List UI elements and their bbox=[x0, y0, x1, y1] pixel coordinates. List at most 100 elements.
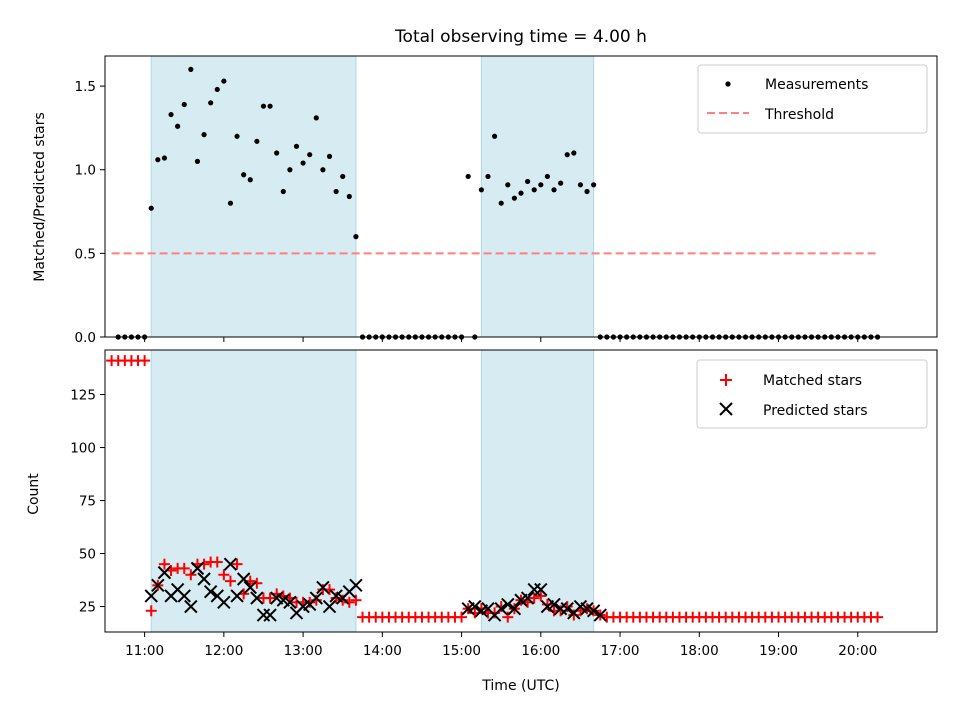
bottom-y-axis-label: Count bbox=[26, 473, 42, 515]
highlight-interval-2 bbox=[480, 349, 595, 633]
legend-measurements-label: Measurements bbox=[765, 77, 868, 93]
measurement-point bbox=[161, 155, 168, 161]
predicted-star-point bbox=[217, 595, 231, 610]
predicted-star-point bbox=[263, 608, 277, 622]
x-tick-label: 20:00 bbox=[838, 643, 877, 659]
measurement-point bbox=[241, 172, 247, 178]
matched-star-point bbox=[330, 592, 342, 604]
matched-star-point bbox=[185, 569, 197, 581]
chart-title: Total observing time = 4.00 h bbox=[394, 27, 647, 47]
y-tick-label: 50 bbox=[79, 547, 96, 563]
predicted-star-point-b bbox=[243, 580, 257, 595]
matched-star-point bbox=[350, 594, 362, 606]
top-legend-box bbox=[697, 64, 928, 134]
predicted-star-point-b bbox=[501, 597, 515, 612]
predicted-star-point bbox=[283, 595, 297, 610]
measurement-point bbox=[227, 200, 234, 206]
predicted-star-point bbox=[309, 591, 324, 605]
measurement-point bbox=[478, 187, 484, 193]
count-panel: 25 50 75 100 125 11:00 12:00 13:00 14:00 15:00 16… bbox=[26, 349, 938, 694]
measurement-point bbox=[491, 133, 498, 139]
measurement-point bbox=[505, 182, 511, 188]
matched-star-point bbox=[211, 556, 223, 568]
measurement-point bbox=[511, 195, 517, 201]
measurement-point bbox=[326, 153, 333, 159]
measurement-point bbox=[175, 123, 181, 129]
y-tick-label: 75 bbox=[79, 494, 96, 510]
predicted-star-point bbox=[236, 572, 251, 586]
bottom-legend: Matched stars Predicted stars bbox=[696, 359, 928, 429]
predicted-star-point-b bbox=[190, 561, 205, 576]
predicted-star-point-b bbox=[316, 580, 330, 595]
predicted-star-points bbox=[144, 557, 607, 622]
predicted-star-point bbox=[243, 580, 257, 595]
legend-predicted-marker-b bbox=[719, 402, 733, 416]
predicted-star-point-b bbox=[217, 595, 231, 610]
measurement-point bbox=[247, 177, 253, 183]
predicted-star-point bbox=[520, 591, 535, 605]
bottom-axes-frame bbox=[104, 349, 938, 633]
predicted-star-point bbox=[151, 578, 165, 593]
measurement-point bbox=[525, 178, 531, 185]
predicted-star-point-b bbox=[349, 578, 363, 593]
measurement-point bbox=[148, 205, 154, 211]
measurement-point bbox=[201, 132, 207, 138]
top-y-ticks: 0.0 0.5 1.0 1.5 bbox=[75, 79, 105, 346]
matched-star-point bbox=[178, 562, 190, 574]
top-axes-frame bbox=[104, 55, 938, 338]
measurement-point bbox=[340, 173, 346, 180]
matched-star-point bbox=[145, 605, 157, 617]
top-legend: Measurements Threshold bbox=[697, 64, 928, 134]
measurement-point bbox=[333, 188, 339, 195]
y-tick-label: 100 bbox=[70, 441, 96, 457]
measurement-point bbox=[188, 66, 194, 72]
highlight-interval-2 bbox=[480, 55, 595, 338]
measurement-point bbox=[353, 234, 359, 240]
predicted-star-point bbox=[507, 601, 522, 616]
bottom-x-ticks: 11:00 12:00 13:00 14:00 15:00 16:00 17:00 18:00… bbox=[125, 632, 877, 659]
predicted-star-point-b bbox=[481, 601, 495, 616]
measurement-point bbox=[577, 182, 584, 188]
ratio-panel: 0.0 0.5 1.0 1.5 Matched/Predicted stars Mea… bbox=[32, 55, 938, 346]
matched-star-point bbox=[872, 611, 884, 623]
measurement-point bbox=[267, 103, 273, 109]
predicted-star-point bbox=[593, 608, 607, 622]
x-tick-label: 16:00 bbox=[521, 643, 560, 659]
y-tick-label: 1.5 bbox=[75, 79, 96, 95]
matched-star-point bbox=[568, 609, 580, 621]
y-tick-label: 1.0 bbox=[75, 163, 96, 179]
measurement-point bbox=[485, 173, 491, 180]
matched-star-point bbox=[535, 590, 547, 602]
measurement-point bbox=[571, 150, 577, 156]
predicted-star-point bbox=[144, 589, 158, 603]
predicted-star-point bbox=[177, 589, 191, 603]
measurement-point bbox=[320, 167, 326, 173]
y-tick-label: 0.5 bbox=[75, 246, 96, 262]
predicted-star-point-b bbox=[197, 572, 211, 586]
matched-star-point bbox=[139, 355, 151, 367]
predicted-star-point-b bbox=[520, 591, 535, 605]
predicted-star-point-b bbox=[210, 589, 224, 603]
measurement-point bbox=[518, 190, 524, 196]
predicted-star-point-b bbox=[223, 557, 238, 571]
measurement-point bbox=[254, 138, 260, 144]
y-tick-label: 0.0 bbox=[75, 330, 96, 346]
highlight-interval-1 bbox=[150, 55, 357, 338]
measurement-point bbox=[551, 187, 557, 193]
measurement-point bbox=[155, 157, 161, 163]
predicted-star-point bbox=[250, 591, 264, 605]
legend-matched-marker bbox=[720, 374, 732, 386]
predicted-star-point-b bbox=[276, 593, 290, 607]
x-tick-label: 19:00 bbox=[759, 643, 798, 659]
predicted-star-point-b bbox=[586, 604, 601, 618]
predicted-star-point-b bbox=[230, 589, 244, 603]
predicted-star-point bbox=[203, 585, 218, 599]
predicted-star-point bbox=[230, 589, 244, 603]
measurement-point bbox=[214, 86, 220, 93]
measurement-point bbox=[194, 158, 201, 164]
x-tick-label: 13:00 bbox=[284, 643, 323, 659]
predicted-star-point-b bbox=[329, 589, 343, 603]
predicted-star-point bbox=[349, 578, 363, 593]
predicted-star-point-b bbox=[534, 582, 548, 597]
